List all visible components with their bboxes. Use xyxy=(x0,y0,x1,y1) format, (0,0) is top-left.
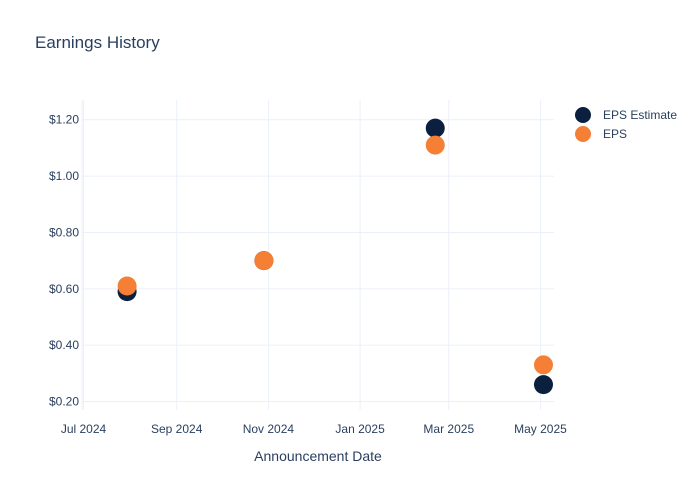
legend-item[interactable]: EPS Estimate xyxy=(575,107,677,123)
y-tick-label: $1.00 xyxy=(49,169,79,183)
legend-marker xyxy=(575,107,591,123)
legend-item[interactable]: EPS xyxy=(575,126,627,142)
x-tick-label: Jan 2025 xyxy=(335,422,385,436)
eps-point xyxy=(117,276,137,296)
x-tick-label: Jul 2024 xyxy=(61,422,107,436)
eps-estimate-point xyxy=(425,118,445,138)
legend[interactable]: EPS Estimate EPS xyxy=(575,107,677,142)
x-tick-label: Mar 2025 xyxy=(423,422,474,436)
data-points xyxy=(117,118,553,395)
x-tick-label: May 2025 xyxy=(514,422,567,436)
legend-label: EPS xyxy=(603,127,627,141)
eps-point xyxy=(425,135,445,155)
x-axis-title: Announcement Date xyxy=(254,448,382,464)
y-axis-ticks: $0.20 $0.40 $0.60 $0.80 $1.00 $1.20 xyxy=(49,113,79,409)
eps-estimate-point xyxy=(533,375,553,395)
series-eps-estimate xyxy=(117,118,553,395)
x-axis-ticks: Jul 2024 Sep 2024 Nov 2024 Jan 2025 Mar 2025… xyxy=(61,422,567,436)
grid-lines xyxy=(81,100,554,410)
y-tick-label: $0.80 xyxy=(49,225,79,239)
y-tick-label: $0.20 xyxy=(49,395,79,409)
legend-label: EPS Estimate xyxy=(603,108,677,122)
eps-point xyxy=(254,251,274,271)
legend-marker xyxy=(575,126,591,142)
y-tick-label: $0.60 xyxy=(49,282,79,296)
eps-point xyxy=(533,355,553,375)
y-tick-label: $1.20 xyxy=(49,113,79,127)
series-eps xyxy=(117,135,553,375)
y-tick-label: $0.40 xyxy=(49,338,79,352)
chart-title: Earnings History xyxy=(35,33,160,52)
x-tick-label: Nov 2024 xyxy=(243,422,295,436)
x-tick-label: Sep 2024 xyxy=(151,422,203,436)
